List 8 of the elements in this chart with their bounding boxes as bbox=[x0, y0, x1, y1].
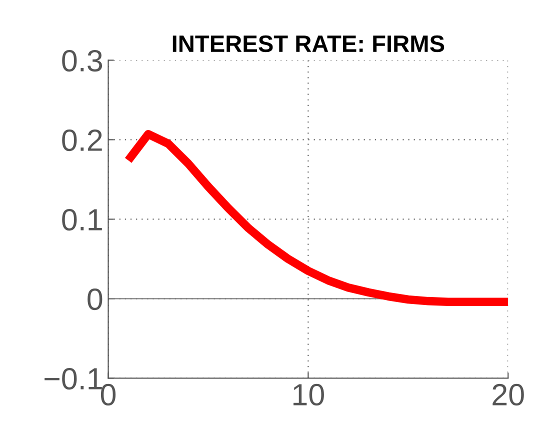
x-tick-label: 10 bbox=[294, 384, 324, 406]
x-tick-label: 20 bbox=[492, 384, 524, 406]
y-tick-label: 0 bbox=[88, 288, 102, 310]
y-tick-label: −0.1 bbox=[44, 368, 102, 390]
y-tick-label: 0.3 bbox=[62, 50, 102, 72]
y-tick-label: 0.2 bbox=[62, 129, 102, 152]
y-tick-label: 0.1 bbox=[62, 208, 102, 231]
chart-title: INTEREST RATE: FIRMS bbox=[172, 35, 444, 52]
